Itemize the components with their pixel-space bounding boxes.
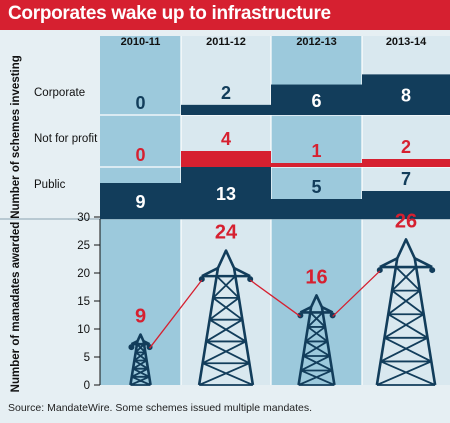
chart-title: Corporates wake up to infrastructure <box>8 3 331 24</box>
y-tick-label: 10 <box>77 324 90 336</box>
pylon-marker <box>128 333 153 386</box>
y-tick-label: 15 <box>77 296 90 308</box>
bar-2-2 <box>271 199 362 219</box>
bar-value-label: 9 <box>135 192 145 212</box>
bar-0-3 <box>362 74 450 115</box>
category-header: 2011-12 <box>206 36 246 48</box>
pylon-marker <box>197 249 255 386</box>
bar-1-3 <box>362 159 450 167</box>
wire-line <box>149 279 203 349</box>
y-tick-label: 20 <box>77 268 90 280</box>
bar-value-label: 1 <box>311 141 321 161</box>
bottom-axis-title: Number of manadates awarded <box>10 222 22 393</box>
row-label-2: Public <box>34 179 66 191</box>
bar-value-label: 13 <box>216 184 236 204</box>
bar-1-1 <box>181 151 271 167</box>
bar-value-label: 8 <box>401 86 411 106</box>
pylon-value-label: 9 <box>135 306 146 328</box>
bar-2-0 <box>100 183 181 219</box>
bar-value-label: 2 <box>221 83 231 103</box>
row-label-1: Not for profit <box>34 133 98 145</box>
bar-2-1 <box>181 167 271 219</box>
y-tick-label: 25 <box>77 240 90 252</box>
top-axis-title: Number of schemes investing <box>10 55 22 219</box>
bar-value-label: 7 <box>401 169 411 189</box>
bar-0-2 <box>271 84 362 115</box>
wire-line <box>249 279 301 317</box>
bar-value-label: 5 <box>311 177 321 197</box>
pylon-value-label: 16 <box>305 266 327 288</box>
bar-2-3 <box>362 191 450 219</box>
pylon-value-label: 24 <box>215 222 238 244</box>
bar-value-label: 2 <box>401 137 411 157</box>
y-tick-label: 5 <box>84 352 90 364</box>
category-header: 2010-11 <box>121 36 161 48</box>
bar-value-label: 6 <box>311 91 321 111</box>
bar-0-1 <box>181 104 271 115</box>
pylon-marker <box>375 238 437 386</box>
category-header: 2013-14 <box>386 36 427 48</box>
bar-value-label: 0 <box>135 145 145 165</box>
row-label-0: Corporate <box>34 87 85 99</box>
title-bar: Corporates wake up to infrastructure <box>0 0 450 30</box>
bar-1-2 <box>271 163 362 167</box>
infrastructure-chart: 2010-11 2011-12 2012-13 2013-14 Number of sc… <box>0 36 450 393</box>
pylon-marker <box>297 294 336 386</box>
pylon-value-label: 26 <box>395 210 417 232</box>
y-tick-label: 30 <box>77 212 90 224</box>
wire-line <box>332 270 381 317</box>
bar-value-label: 0 <box>135 93 145 113</box>
bar-value-label: 4 <box>221 129 231 149</box>
y-tick-label: 0 <box>84 380 90 392</box>
source-note: Source: MandateWire. Some schemes issued… <box>8 402 313 414</box>
category-header: 2012-13 <box>296 36 336 48</box>
